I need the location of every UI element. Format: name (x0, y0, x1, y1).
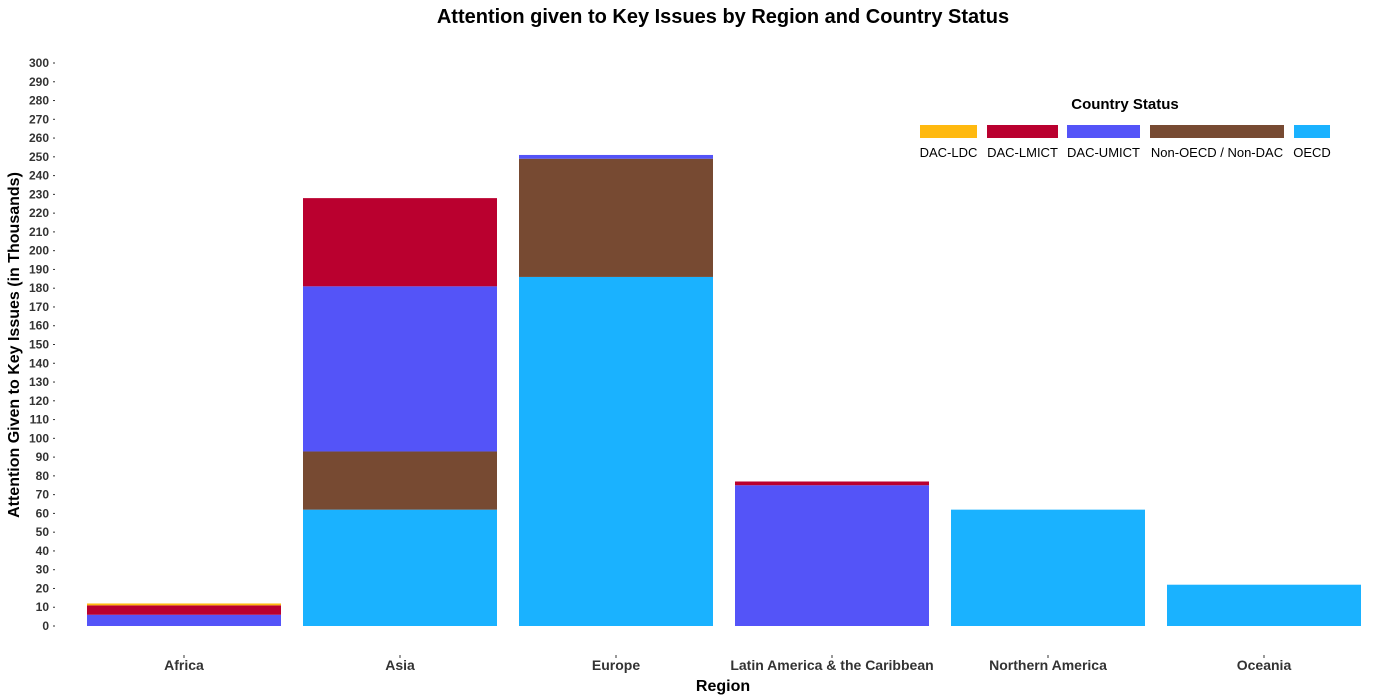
bars-group (87, 154, 1361, 626)
y-tick-label: 260 (29, 131, 49, 145)
y-tick-label: 100 (29, 431, 49, 445)
bar-segment-dac-umict (87, 614, 281, 626)
y-tick-label: 140 (29, 356, 49, 370)
y-tick-label: 230 (29, 187, 49, 201)
y-tick-label: 280 (29, 94, 49, 108)
y-tick-label: 170 (29, 300, 49, 314)
y-tick-label: 190 (29, 262, 49, 276)
y-tick-label: 220 (29, 206, 49, 220)
y-tick-label: 50 (36, 525, 50, 539)
bar-segment-non-oecd-non-dac (303, 451, 497, 510)
legend-label: DAC-LMICT (987, 145, 1058, 160)
y-tick-label: 40 (36, 544, 50, 558)
y-tick-label: 270 (29, 112, 49, 126)
y-tick-label: 60 (36, 506, 50, 520)
x-tick-label: Northern America (989, 657, 1107, 673)
y-tick-label: 180 (29, 281, 49, 295)
bar-segment-non-oecd-non-dac (519, 158, 713, 277)
y-tick-label: 240 (29, 169, 49, 183)
y-tick-label: 90 (36, 450, 50, 464)
y-axis-title: Attention Given to Key Issues (in Thousa… (6, 172, 23, 518)
legend-label: OECD (1293, 145, 1331, 160)
x-tick-label: Europe (592, 657, 640, 673)
legend-label: Non-OECD / Non-DAC (1151, 145, 1283, 160)
y-tick-label: 20 (36, 581, 50, 595)
x-axis: Africa Asia Europe Latin America & the Cari… (164, 655, 1291, 673)
legend-label: DAC-LDC (920, 145, 978, 160)
y-tick-label: 120 (29, 394, 49, 408)
x-tick-label: Latin America & the Caribbean (730, 657, 933, 673)
bar-segment-dac-lmict (735, 481, 929, 486)
bar-segment-dac-lmict (303, 198, 497, 287)
y-tick-label: 0 (42, 619, 49, 633)
legend-label: DAC-UMICT (1067, 145, 1140, 160)
legend-key-non-oecd-non-dac (1150, 125, 1284, 138)
y-tick-label: 30 (36, 563, 50, 577)
y-axis: 0 10 20 30 40 50 60 70 80 90 100 110 120 130 140 150 160… (29, 56, 55, 633)
y-tick-label: 200 (29, 244, 49, 258)
bar-segment-dac-umict (519, 154, 713, 159)
bar-segment-dac-umict (303, 286, 497, 452)
bar-segment-oecd (951, 509, 1145, 626)
legend-key-dac-umict (1067, 125, 1140, 138)
bar-segment-dac-ldc (87, 603, 281, 606)
y-tick-label: 160 (29, 319, 49, 333)
y-tick-label: 290 (29, 75, 49, 89)
x-tick-label: Asia (385, 657, 415, 673)
bar-segment-dac-umict (735, 485, 929, 626)
x-tick-label: Oceania (1237, 657, 1292, 673)
y-tick-label: 130 (29, 375, 49, 389)
legend-key-oecd (1294, 125, 1330, 138)
bar-segment-oecd (303, 509, 497, 626)
y-tick-label: 110 (30, 413, 50, 427)
y-tick-label: 150 (29, 338, 49, 352)
y-tick-label: 250 (29, 150, 49, 164)
x-tick-label: Africa (164, 657, 204, 673)
y-tick-label: 300 (29, 56, 49, 70)
bar-segment-dac-lmict (87, 605, 281, 615)
legend-key-dac-ldc (920, 125, 977, 138)
bar-segment-oecd (1167, 584, 1361, 626)
y-tick-label: 10 (36, 600, 50, 614)
legend: Country Status DAC-LDC DAC-LMICT DAC-UMICT… (920, 96, 1331, 160)
bar-segment-oecd (519, 276, 713, 626)
legend-key-dac-lmict (987, 125, 1058, 138)
y-tick-label: 70 (36, 488, 50, 502)
legend-title: Country Status (1071, 96, 1179, 113)
y-tick-label: 210 (29, 225, 49, 239)
chart-title: Attention given to Key Issues by Region … (437, 6, 1009, 28)
x-axis-title: Region (696, 678, 750, 695)
y-tick-label: 80 (36, 469, 50, 483)
